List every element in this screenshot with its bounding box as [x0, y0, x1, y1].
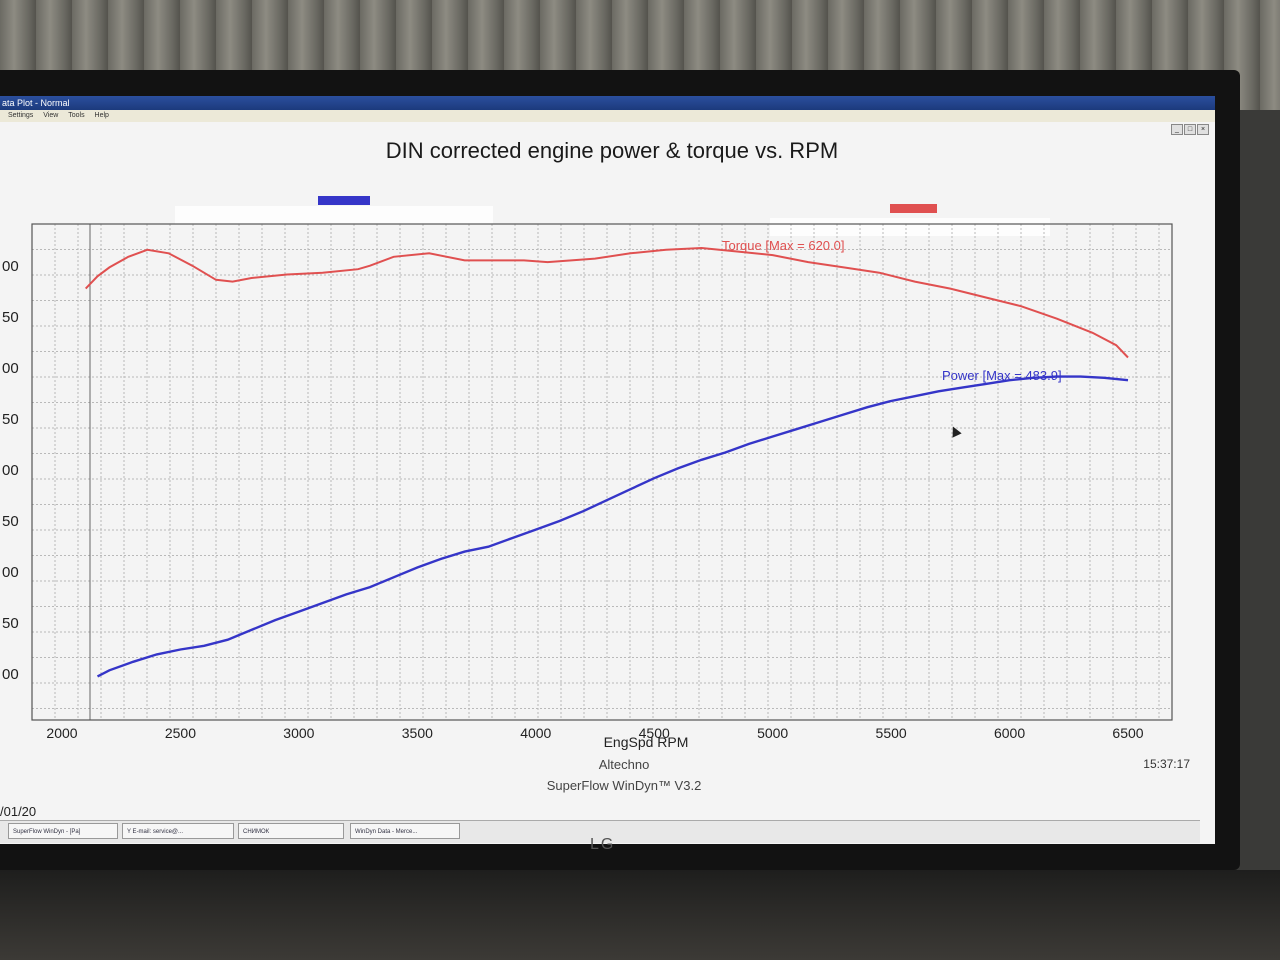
taskbar-item-email[interactable]: Y Е-mail: service@...: [122, 823, 234, 839]
x-tick-label: 4500: [639, 725, 670, 741]
date-label: /01/20: [0, 804, 37, 819]
x-tick-label: 6000: [994, 725, 1025, 741]
window-title: ata Plot - Normal: [2, 98, 70, 108]
x-axis-label: EngSpd RPM: [604, 734, 689, 750]
y-tick-label: 00: [2, 564, 19, 581]
power-line: [96, 375, 1129, 678]
monitor-brand-logo: LG: [590, 836, 616, 853]
chart-grid: [31, 223, 1172, 720]
y-tick-labels: 00 50 00 50 00 50 00 50 00: [2, 258, 19, 683]
clock-label: 15:37:17: [1143, 757, 1190, 771]
taskbar-item-snapshot[interactable]: СНИМОК: [238, 823, 344, 839]
y-tick-label: 50: [2, 513, 19, 530]
menu-settings[interactable]: Settings: [8, 112, 34, 119]
menu-bar: Settings View Tools Help: [0, 110, 1215, 122]
restore-button[interactable]: □: [1184, 124, 1196, 135]
x-tick-label: 3500: [402, 725, 433, 741]
redacted-label-right: [770, 218, 1050, 236]
chart-title: DIN corrected engine power & torque vs. …: [386, 138, 838, 163]
dyno-screen: ata Plot - Normal Settings View Tools He…: [0, 96, 1215, 844]
x-tick-label: 3000: [283, 725, 314, 741]
torque-line: [84, 246, 1129, 359]
close-button[interactable]: ×: [1197, 124, 1209, 135]
y-tick-label: 00: [2, 462, 19, 479]
y-tick-label: 50: [2, 615, 19, 632]
y-tick-label: 50: [2, 309, 19, 326]
redacted-label-left: [175, 206, 493, 224]
window-controls: _ □ ×: [1171, 124, 1209, 135]
power-annotation: Power [Max = 483.9]: [942, 368, 1062, 383]
menu-help[interactable]: Help: [94, 112, 109, 119]
menu-view[interactable]: View: [43, 112, 59, 119]
torque-legend-swatch: [890, 204, 937, 213]
x-tick-label: 6500: [1112, 725, 1143, 741]
y-tick-label: 00: [2, 258, 19, 275]
minimize-button[interactable]: _: [1171, 124, 1183, 135]
taskbar: SuperFlow WinDyn - [Pa] Y Е-mail: servic…: [0, 820, 1200, 843]
x-tick-label: 2500: [165, 725, 196, 741]
x-tick-label: 2000: [46, 725, 77, 741]
y-tick-label: 00: [2, 360, 19, 377]
taskbar-item-windyn-data[interactable]: WinDyn Data - Merce...: [350, 823, 460, 839]
power-legend-swatch: [318, 196, 370, 205]
taskbar-item-windyn[interactable]: SuperFlow WinDyn - [Pa]: [8, 823, 118, 839]
x-tick-label: 5500: [876, 725, 907, 741]
dyno-chart: DIN corrected engine power & torque vs. …: [2, 138, 1190, 793]
software-label: SuperFlow WinDyn™ V3.2: [547, 778, 702, 793]
plot-frame: [31, 223, 1173, 721]
y-tick-label: 00: [2, 666, 19, 683]
desk-surface: [0, 870, 1280, 960]
y-tick-label: 50: [2, 411, 19, 428]
x-tick-labels: 2000 2500 3000 3500 4000 4500 5000 5500 6000 6500: [46, 725, 1143, 741]
company-label: Altechno: [599, 757, 650, 772]
x-tick-label: 5000: [757, 725, 788, 741]
x-tick-label: 4000: [520, 725, 551, 741]
series-lines: [84, 246, 1129, 678]
torque-annotation: Torque [Max = 620.0]: [722, 238, 845, 253]
menu-tools[interactable]: Tools: [68, 112, 85, 119]
window-titlebar: ata Plot - Normal: [0, 96, 1215, 110]
